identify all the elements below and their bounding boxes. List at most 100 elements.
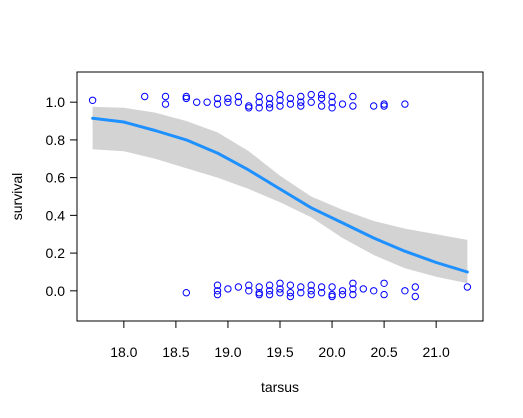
- data-point: [349, 102, 357, 110]
- data-point: [213, 281, 222, 289]
- data-point: [307, 98, 315, 106]
- data-point: [276, 289, 284, 297]
- data-points-layer: [88, 90, 472, 301]
- data-point: [380, 279, 388, 287]
- data-point: [297, 289, 305, 297]
- data-point: [411, 283, 419, 291]
- data-point: [276, 102, 284, 110]
- data-point: [224, 94, 232, 103]
- data-point: [234, 98, 243, 106]
- data-point: [349, 92, 357, 101]
- y-axis: 0.0 0.2 0.4 0.6 0.8 1.0: [46, 94, 78, 299]
- x-axis-title: tarsus: [261, 379, 299, 395]
- data-point: [411, 292, 419, 301]
- x-tick-label: 19.0: [214, 344, 241, 360]
- data-point: [213, 100, 222, 108]
- data-point: [328, 290, 336, 299]
- data-point: [317, 102, 326, 110]
- data-point: [255, 289, 263, 297]
- data-point: [349, 285, 357, 293]
- x-tick-label: 21.0: [423, 344, 450, 360]
- data-point: [213, 94, 222, 103]
- data-point: [401, 100, 409, 108]
- data-point: [193, 98, 201, 106]
- data-point: [161, 92, 170, 101]
- x-axis: 18.0 18.5 19.0 19.5 20.0 20.5 21.0: [110, 320, 450, 360]
- data-point: [338, 100, 347, 108]
- data-point: [307, 281, 315, 289]
- data-point: [359, 285, 367, 293]
- data-point: [213, 287, 222, 295]
- data-point: [276, 279, 284, 287]
- x-tick-label: 19.5: [266, 344, 293, 360]
- data-point: [328, 292, 336, 301]
- data-point: [276, 285, 284, 293]
- data-point: [307, 90, 315, 99]
- data-point: [255, 283, 263, 291]
- data-point: [349, 290, 357, 299]
- data-point: [182, 94, 191, 103]
- data-point: [297, 92, 305, 101]
- data-point: [255, 92, 263, 101]
- data-point: [234, 92, 243, 101]
- data-point: [380, 290, 388, 299]
- data-point: [255, 104, 263, 112]
- data-point: [245, 287, 253, 295]
- y-tick-label: 0.2: [46, 245, 66, 261]
- data-point: [265, 287, 274, 295]
- y-tick-label: 1.0: [46, 94, 66, 110]
- y-tick-label: 0.0: [46, 283, 66, 299]
- data-point: [317, 283, 326, 291]
- data-point: [401, 287, 409, 295]
- x-tick-label: 18.0: [110, 344, 137, 360]
- data-point: [307, 290, 315, 299]
- data-point: [317, 289, 326, 297]
- data-point: [224, 98, 232, 106]
- data-point: [370, 287, 378, 295]
- data-point: [297, 283, 305, 291]
- data-point: [328, 104, 336, 112]
- data-point: [297, 102, 305, 110]
- data-point: [338, 290, 347, 299]
- data-point: [317, 94, 326, 103]
- data-point: [380, 100, 388, 108]
- data-point: [265, 94, 274, 103]
- x-tick-label: 20.0: [318, 344, 345, 360]
- data-point: [317, 90, 326, 99]
- data-point: [182, 92, 191, 101]
- data-point: [265, 104, 274, 112]
- y-tick-label: 0.6: [46, 170, 66, 186]
- fit-line: [91, 116, 469, 274]
- data-point: [276, 90, 284, 99]
- y-tick-label: 0.4: [46, 207, 66, 223]
- data-point: [255, 98, 263, 106]
- data-point: [245, 281, 253, 289]
- fit-line-layer: [91, 116, 469, 274]
- data-point: [213, 290, 222, 299]
- data-point: [255, 290, 263, 299]
- data-point: [286, 289, 295, 297]
- data-point: [370, 102, 378, 110]
- data-point: [286, 100, 295, 108]
- data-point: [286, 94, 295, 103]
- data-point: [338, 287, 347, 295]
- data-point: [380, 102, 388, 110]
- y-axis-title: survival: [9, 173, 25, 220]
- data-point: [328, 283, 336, 291]
- data-point: [245, 104, 253, 112]
- data-point: [297, 98, 305, 106]
- data-point: [265, 281, 274, 289]
- data-point: [286, 281, 295, 289]
- x-tick-label: 18.5: [162, 344, 189, 360]
- data-point: [307, 287, 315, 295]
- data-point: [286, 292, 295, 301]
- data-point: [182, 289, 191, 297]
- y-tick-label: 0.8: [46, 132, 66, 148]
- x-tick-label: 20.5: [370, 344, 397, 360]
- data-point: [265, 290, 274, 299]
- data-point: [203, 98, 211, 106]
- data-point: [265, 100, 274, 108]
- data-point: [161, 100, 170, 108]
- data-point: [234, 283, 243, 291]
